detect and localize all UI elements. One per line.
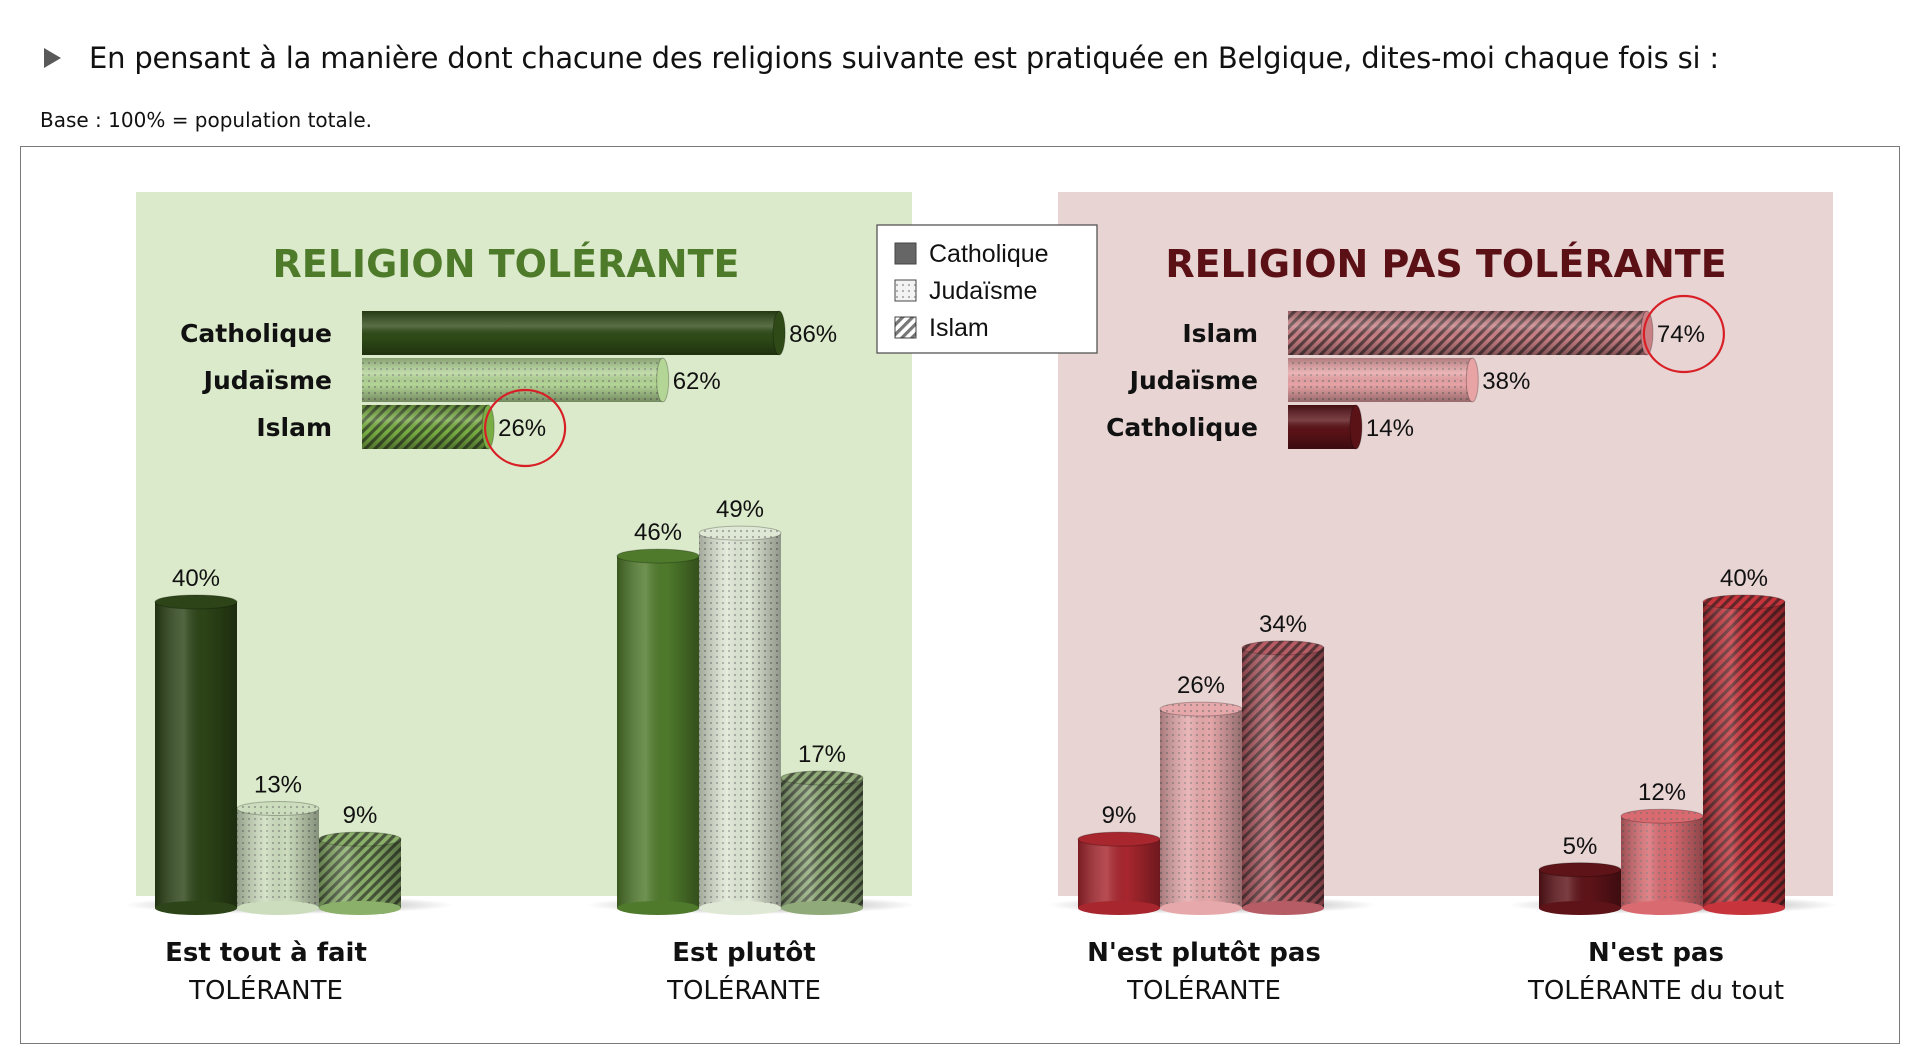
- intolerant-value-catholique: 14%: [1366, 415, 1414, 442]
- column-3-islam-value: 34%: [1259, 611, 1307, 638]
- question-text: En pensant à la manière dont chacune des…: [89, 41, 1719, 75]
- intolerant-bar-shade-catholique: [1288, 405, 1356, 449]
- column-2-catholique-cap: [616, 548, 700, 564]
- intolerant-label-judaisme: Judaïsme: [1128, 366, 1258, 395]
- column-1-islam-cap-texture: [319, 832, 401, 847]
- column-1-catholique-base: [155, 901, 237, 915]
- tolerant-label-islam: Islam: [256, 413, 332, 442]
- legend-label-islam: Islam: [929, 314, 989, 342]
- intolerant-value-judaisme: 38%: [1482, 368, 1530, 395]
- column-1-catholique-value: 40%: [172, 565, 220, 592]
- column-4-judaisme-cap-texture: [1621, 809, 1703, 824]
- column-2-islam-shade: [781, 777, 863, 908]
- column-2-judaisme-base: [699, 901, 781, 915]
- column-2-judaisme-value: 49%: [716, 496, 764, 523]
- intolerant-value-islam: 74%: [1657, 321, 1705, 348]
- solid-square-icon: [894, 242, 917, 265]
- column-2-islam-value: 17%: [798, 741, 846, 768]
- tolerant-bar-cap-catholique: [772, 310, 786, 356]
- column-4-islam-shade: [1703, 602, 1785, 908]
- category-label-4-line1: N'est pas: [1588, 938, 1724, 968]
- tolerant-value-catholique: 86%: [789, 321, 837, 348]
- column-4-catholique-cap: [1538, 862, 1622, 878]
- tolerant-title: RELIGION TOLÉRANTE: [273, 242, 740, 286]
- intolerant-bar-shade-islam: [1288, 311, 1647, 355]
- column-1-judaisme-value: 13%: [254, 772, 302, 799]
- category-label-2-line2: TOLÉRANTE: [666, 974, 821, 1006]
- column-2-islam-base: [781, 901, 863, 915]
- column-3-catholique-cap: [1077, 831, 1161, 847]
- column-1-judaisme-base: [237, 901, 319, 915]
- column-3-catholique-shade: [1078, 839, 1160, 908]
- tolerant-bar-shade-judaisme: [362, 358, 663, 402]
- tolerant-value-islam: 26%: [498, 415, 546, 442]
- column-2-catholique-value: 46%: [634, 519, 682, 546]
- category-labels: Est tout à fait TOLÉRANTE Est plutôt TOL…: [165, 938, 1784, 1006]
- legend-label-judaisme: Judaïsme: [929, 277, 1037, 305]
- column-3-islam-shade: [1242, 647, 1324, 908]
- column-4-judaisme-shade: [1621, 816, 1703, 908]
- intolerant-highlight-circle: [1642, 294, 1726, 374]
- category-label-3-line2: TOLÉRANTE: [1126, 974, 1281, 1006]
- column-4-catholique-base: [1539, 901, 1621, 915]
- legend: Catholique Judaïsme Islam: [876, 224, 1098, 354]
- column-3-judaisme-base: [1160, 901, 1242, 915]
- column-4-islam-base: [1703, 901, 1785, 915]
- tolerant-highlight-circle: [483, 388, 567, 468]
- column-3-catholique-base: [1078, 901, 1160, 915]
- column-4-judaisme-base: [1621, 901, 1703, 915]
- tolerant-label-judaisme: Judaïsme: [202, 366, 332, 395]
- tolerant-bar-shade-catholique: [362, 311, 780, 355]
- category-label-3-line1: N'est plutôt pas: [1087, 938, 1321, 968]
- hatched-square-fill: [895, 317, 916, 338]
- intolerant-bar-cap-judaisme: [1465, 357, 1479, 403]
- column-4-judaisme-value: 12%: [1638, 779, 1686, 806]
- intolerant-label-islam: Islam: [1182, 319, 1258, 348]
- column-1-judaisme-shade: [237, 808, 319, 908]
- column-3-judaisme-cap-texture: [1160, 702, 1242, 717]
- legend-label-catholique: Catholique: [929, 240, 1049, 268]
- play-arrow-icon: [44, 48, 61, 68]
- category-label-1-line1: Est tout à fait: [165, 938, 367, 968]
- column-4-catholique-value: 5%: [1563, 833, 1598, 860]
- category-label-1-line2: TOLÉRANTE: [188, 974, 343, 1006]
- column-1-islam-shade: [319, 839, 401, 908]
- column-2-judaisme-cap-texture: [699, 526, 781, 541]
- intolerant-bar-cap-catholique: [1349, 404, 1363, 450]
- column-2-catholique-shade: [617, 556, 699, 908]
- intolerant-title: RELIGION PAS TOLÉRANTE: [1165, 242, 1726, 286]
- column-3-catholique-value: 9%: [1102, 802, 1137, 829]
- tolerant-value-judaisme: 62%: [673, 368, 721, 395]
- column-1-catholique-cap: [154, 594, 238, 610]
- column-3-judaisme-value: 26%: [1177, 672, 1225, 699]
- column-1-judaisme-cap-texture: [237, 801, 319, 816]
- intolerant-bar-shade-judaisme: [1288, 358, 1473, 402]
- column-4-islam-cap-texture: [1703, 595, 1785, 609]
- tolerant-bar-shade-islam: [362, 405, 489, 449]
- column-2-judaisme-shade: [699, 533, 781, 908]
- base-note: Base : 100% = population totale.: [40, 108, 372, 132]
- column-3-islam-cap-texture: [1242, 640, 1324, 655]
- tolerant-bar-cap-islam: [481, 404, 495, 450]
- dotted-square-fill: [895, 280, 916, 301]
- tolerant-label-catholique: Catholique: [180, 319, 332, 348]
- column-1-islam-value: 9%: [343, 802, 378, 829]
- intolerant-bar-cap-islam: [1640, 310, 1654, 356]
- column-2-catholique-base: [617, 901, 699, 915]
- category-label-2-line1: Est plutôt: [672, 938, 815, 968]
- question-line: En pensant à la manière dont chacune des…: [44, 38, 1719, 78]
- column-3-judaisme-shade: [1160, 709, 1242, 908]
- column-4-islam-value: 40%: [1720, 565, 1768, 592]
- column-1-islam-base: [319, 901, 401, 915]
- category-label-4-line2: TOLÉRANTE du tout: [1527, 974, 1784, 1006]
- column-2-islam-cap-texture: [781, 770, 863, 785]
- column-1-catholique-shade: [155, 602, 237, 908]
- tolerant-bar-cap-judaisme: [656, 357, 670, 403]
- column-3-islam-base: [1242, 901, 1324, 915]
- intolerant-label-catholique: Catholique: [1106, 413, 1258, 442]
